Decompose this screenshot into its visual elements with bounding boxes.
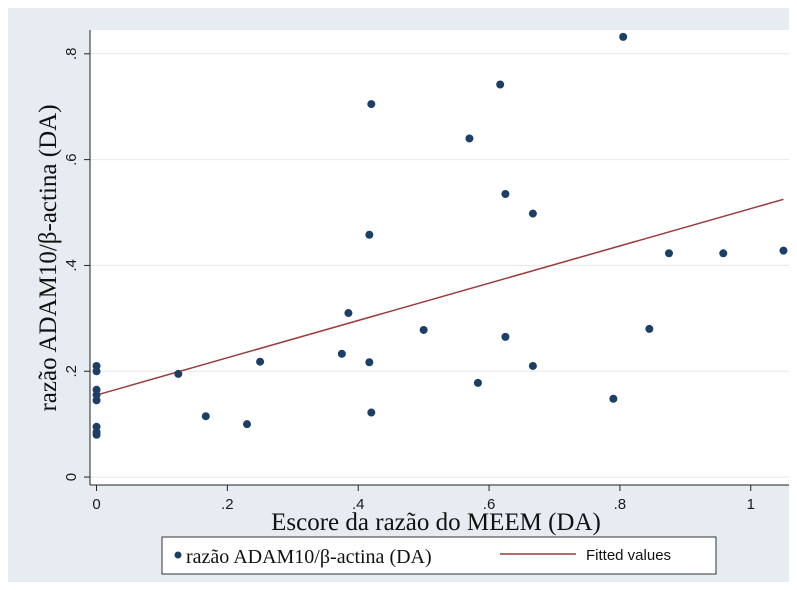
data-point: [501, 190, 510, 199]
data-point: [719, 249, 728, 258]
data-point: [365, 358, 374, 367]
y-axis-title: razão ADAM10/β-actina (DA): [35, 104, 62, 411]
axes: [84, 30, 789, 491]
data-point: [365, 230, 374, 239]
x-tick-label: .4: [352, 496, 365, 513]
data-point: [344, 309, 353, 318]
data-point: [174, 369, 183, 378]
legend-label-scatter: razão ADAM10/β-actina (DA): [186, 546, 432, 568]
data-point: [501, 332, 510, 341]
legend: razão ADAM10/β-actina (DA) Fitted values: [161, 536, 717, 575]
data-point: [367, 408, 376, 417]
data-point: [92, 396, 101, 405]
x-tick-label: .6: [483, 496, 496, 513]
data-point: [609, 394, 618, 403]
y-tick-label: .4: [63, 259, 80, 272]
data-point: [465, 134, 474, 143]
data-point: [645, 324, 654, 333]
data-point: [473, 378, 482, 387]
scatter-chart: 0 .2 .4 .6 .8 0 .2 .4 .6 .8 1 razão ADAM10/β-acti…: [35, 30, 789, 575]
gridlines: [90, 53, 789, 478]
fitted-values-line: [96, 198, 784, 396]
x-tick-label: .2: [221, 496, 234, 513]
fitted-line: [96, 198, 784, 396]
legend-marker-scatter: [174, 551, 182, 559]
data-point: [496, 80, 505, 89]
data-point: [664, 249, 673, 258]
data-point: [337, 349, 346, 358]
x-axis-title: Escore da razão do MEEM (DA): [271, 509, 601, 536]
data-point: [779, 246, 788, 255]
scatter-points: [92, 32, 788, 439]
chart-frame: 0 .2 .4 .6 .8 0 .2 .4 .6 .8 1 razão ADAM10/β-acti…: [8, 8, 789, 582]
y-tick-label: .2: [63, 365, 80, 378]
y-tick-label: .8: [63, 48, 80, 61]
data-point: [419, 325, 428, 334]
x-tick-label: 0: [92, 496, 100, 513]
x-tick-label: .8: [614, 496, 627, 513]
x-tick-labels: 0 .2 .4 .6 .8 1: [92, 496, 755, 513]
data-point: [367, 100, 376, 109]
legend-box: [161, 536, 717, 575]
data-point: [256, 357, 265, 366]
data-point: [619, 32, 628, 41]
data-point: [528, 361, 537, 370]
y-tick-label: 0: [63, 473, 80, 481]
data-point: [92, 367, 101, 376]
data-point: [201, 412, 210, 421]
x-tick-label: 1: [747, 496, 755, 513]
plot-area: [90, 30, 789, 485]
legend-label-fit: Fitted values: [586, 547, 671, 564]
data-point: [243, 420, 252, 429]
y-tick-label: .6: [63, 153, 80, 166]
y-tick-labels: 0 .2 .4 .6 .8: [63, 48, 80, 482]
data-point: [528, 209, 537, 218]
data-point: [92, 430, 101, 439]
